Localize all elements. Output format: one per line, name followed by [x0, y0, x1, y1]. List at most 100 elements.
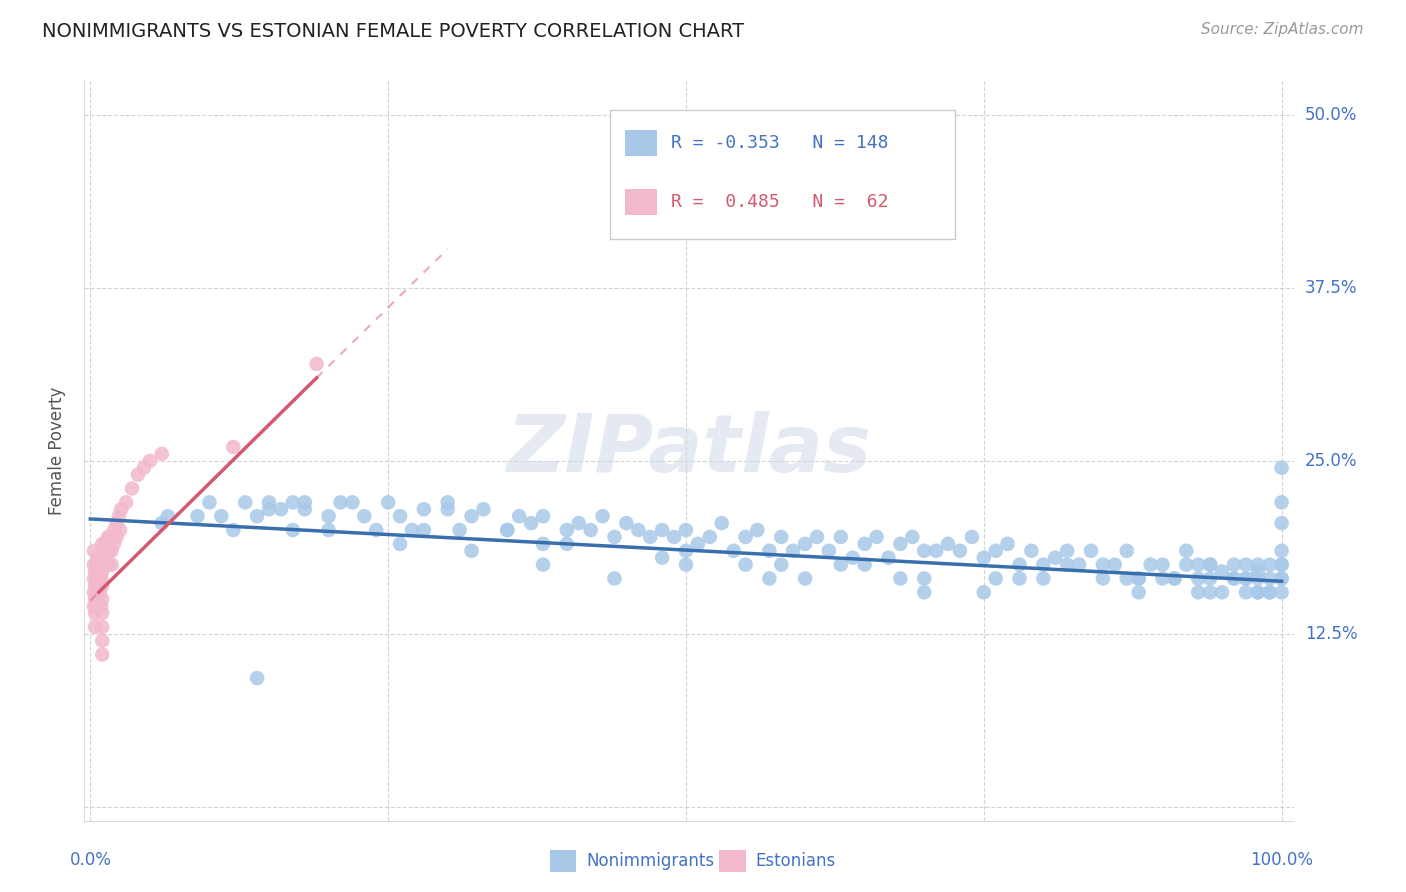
Point — [531, 537, 554, 551]
Point — [281, 495, 304, 509]
Point — [1271, 516, 1294, 530]
Point — [853, 537, 876, 551]
Point — [747, 523, 769, 537]
Point — [100, 530, 122, 544]
Point — [818, 543, 841, 558]
Point — [806, 530, 828, 544]
Point — [329, 495, 352, 509]
Point — [1021, 543, 1043, 558]
Point — [1199, 585, 1222, 599]
Point — [84, 592, 107, 607]
Point — [1032, 572, 1054, 586]
Bar — [720, 850, 745, 872]
Point — [865, 530, 887, 544]
Point — [353, 509, 375, 524]
Point — [830, 558, 852, 572]
Text: NONIMMIGRANTS VS ESTONIAN FEMALE POVERTY CORRELATION CHART: NONIMMIGRANTS VS ESTONIAN FEMALE POVERTY… — [42, 22, 744, 41]
Point — [100, 543, 122, 558]
Text: R =  0.485   N =  62: R = 0.485 N = 62 — [671, 194, 889, 211]
Point — [108, 523, 131, 537]
Point — [389, 509, 412, 524]
Point — [675, 523, 697, 537]
Text: ZIPatlas: ZIPatlas — [506, 411, 872, 490]
Point — [98, 543, 121, 558]
Point — [366, 523, 388, 537]
Point — [84, 620, 107, 634]
Point — [710, 516, 733, 530]
Point — [90, 599, 112, 614]
Point — [1104, 558, 1126, 572]
Point — [97, 558, 120, 572]
Point — [912, 543, 935, 558]
Point — [770, 530, 793, 544]
Point — [770, 558, 793, 572]
Point — [1199, 558, 1222, 572]
Point — [436, 502, 458, 516]
Text: Source: ZipAtlas.com: Source: ZipAtlas.com — [1201, 22, 1364, 37]
Text: 0.0%: 0.0% — [69, 851, 111, 869]
Point — [472, 502, 495, 516]
Point — [842, 550, 865, 565]
Point — [901, 530, 924, 544]
Point — [105, 530, 128, 544]
Point — [568, 516, 591, 530]
Point — [1163, 572, 1185, 586]
Point — [86, 565, 108, 579]
Point — [84, 578, 107, 592]
Point — [91, 578, 114, 592]
Point — [734, 530, 756, 544]
Point — [984, 543, 1007, 558]
Point — [1247, 572, 1270, 586]
Point — [1271, 572, 1294, 586]
Point — [1115, 543, 1137, 558]
Point — [1187, 572, 1209, 586]
Point — [305, 357, 328, 371]
Point — [342, 495, 364, 509]
Point — [1211, 565, 1233, 579]
Point — [412, 502, 434, 516]
Point — [121, 482, 143, 496]
Point — [281, 523, 304, 537]
Point — [156, 509, 179, 524]
Point — [555, 537, 578, 551]
Point — [294, 495, 316, 509]
Point — [401, 523, 423, 537]
Point — [1271, 460, 1294, 475]
Point — [1152, 572, 1174, 586]
Point — [830, 530, 852, 544]
Point — [1258, 558, 1281, 572]
Point — [1234, 558, 1257, 572]
Point — [794, 537, 817, 551]
Bar — [624, 130, 657, 156]
Point — [93, 550, 115, 565]
Point — [1175, 558, 1198, 572]
Point — [97, 543, 120, 558]
Point — [1247, 585, 1270, 599]
Point — [389, 537, 412, 551]
Point — [627, 523, 650, 537]
Point — [1008, 558, 1031, 572]
Point — [90, 558, 112, 572]
Text: Nonimmigrants: Nonimmigrants — [586, 853, 714, 871]
Point — [1247, 585, 1270, 599]
Point — [318, 523, 340, 537]
Point — [686, 537, 709, 551]
Point — [1247, 565, 1270, 579]
Point — [1258, 585, 1281, 599]
Point — [87, 585, 110, 599]
Point — [115, 495, 138, 509]
Point — [84, 572, 107, 586]
Point — [603, 572, 626, 586]
Point — [508, 509, 530, 524]
Point — [1247, 558, 1270, 572]
Point — [1234, 572, 1257, 586]
Point — [1271, 543, 1294, 558]
Point — [460, 509, 482, 524]
Point — [734, 558, 756, 572]
Point — [889, 537, 911, 551]
Point — [1056, 543, 1078, 558]
Point — [91, 592, 114, 607]
Point — [1091, 572, 1114, 586]
Text: 25.0%: 25.0% — [1305, 452, 1357, 470]
Point — [98, 530, 121, 544]
